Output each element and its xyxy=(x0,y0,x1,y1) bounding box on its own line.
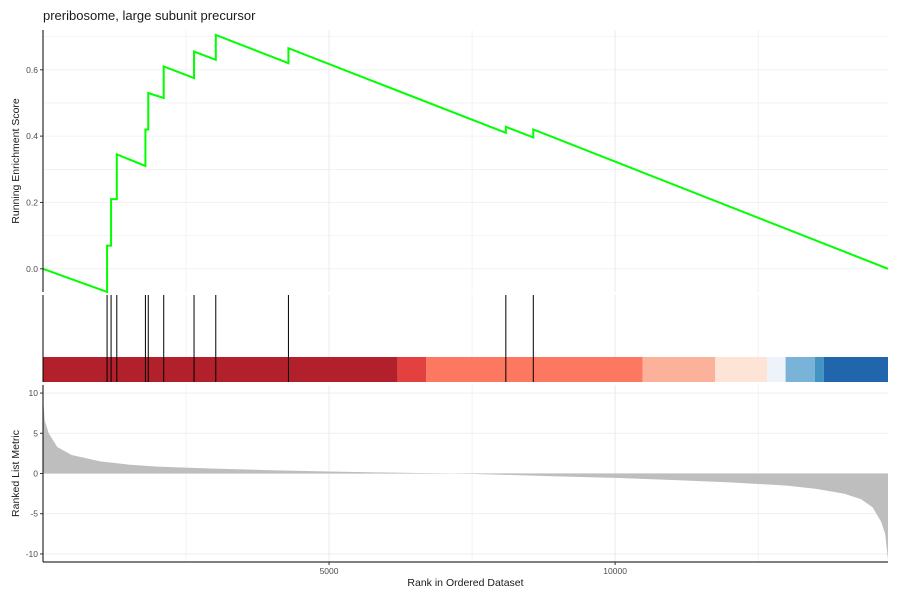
y-axis-title-enrichment: Running Enrichment Score xyxy=(10,98,22,224)
color-bar-segment xyxy=(426,357,643,382)
axes xyxy=(40,30,888,565)
y-tick-label: 5 xyxy=(33,428,38,438)
hit-lines xyxy=(106,295,534,382)
color-bar-segment xyxy=(823,357,888,382)
x-axis-title: Rank in Ordered Dataset xyxy=(407,577,523,589)
y-axis-title-metric: Ranked List Metric xyxy=(10,430,22,517)
color-bar-segment xyxy=(814,357,824,382)
tick-labels: 0.0 0.2 0.4 0.6 10 5 0 -5 -10 5000 10000 Rank in Or… xyxy=(10,65,627,589)
ranked-metric-fill xyxy=(43,397,888,560)
color-bar-segment xyxy=(642,357,716,382)
x-tick-label: 10000 xyxy=(603,566,627,576)
color-bar xyxy=(43,357,888,382)
ranked-metric-area xyxy=(43,397,888,560)
y-tick-label: -10 xyxy=(26,549,39,559)
color-bar-segment xyxy=(397,357,427,382)
color-bar-segment xyxy=(785,357,815,382)
enrichment-line xyxy=(42,33,889,294)
color-bar-segment xyxy=(43,357,398,382)
chart-title: preribosome, large subunit precursor xyxy=(43,8,256,23)
y-tick-label: 0.6 xyxy=(26,65,38,75)
y-tick-label: 0.2 xyxy=(26,197,38,207)
color-bar-segment xyxy=(715,357,768,382)
y-tick-label: -5 xyxy=(30,509,38,519)
y-tick-label: 0.0 xyxy=(26,264,38,274)
y-tick-label: 0 xyxy=(33,469,38,479)
color-bar-segment xyxy=(767,357,786,382)
x-tick-label: 5000 xyxy=(320,566,339,576)
y-tick-label: 10 xyxy=(29,388,39,398)
enrichment-score-line xyxy=(42,33,889,294)
y-tick-label: 0.4 xyxy=(26,131,38,141)
